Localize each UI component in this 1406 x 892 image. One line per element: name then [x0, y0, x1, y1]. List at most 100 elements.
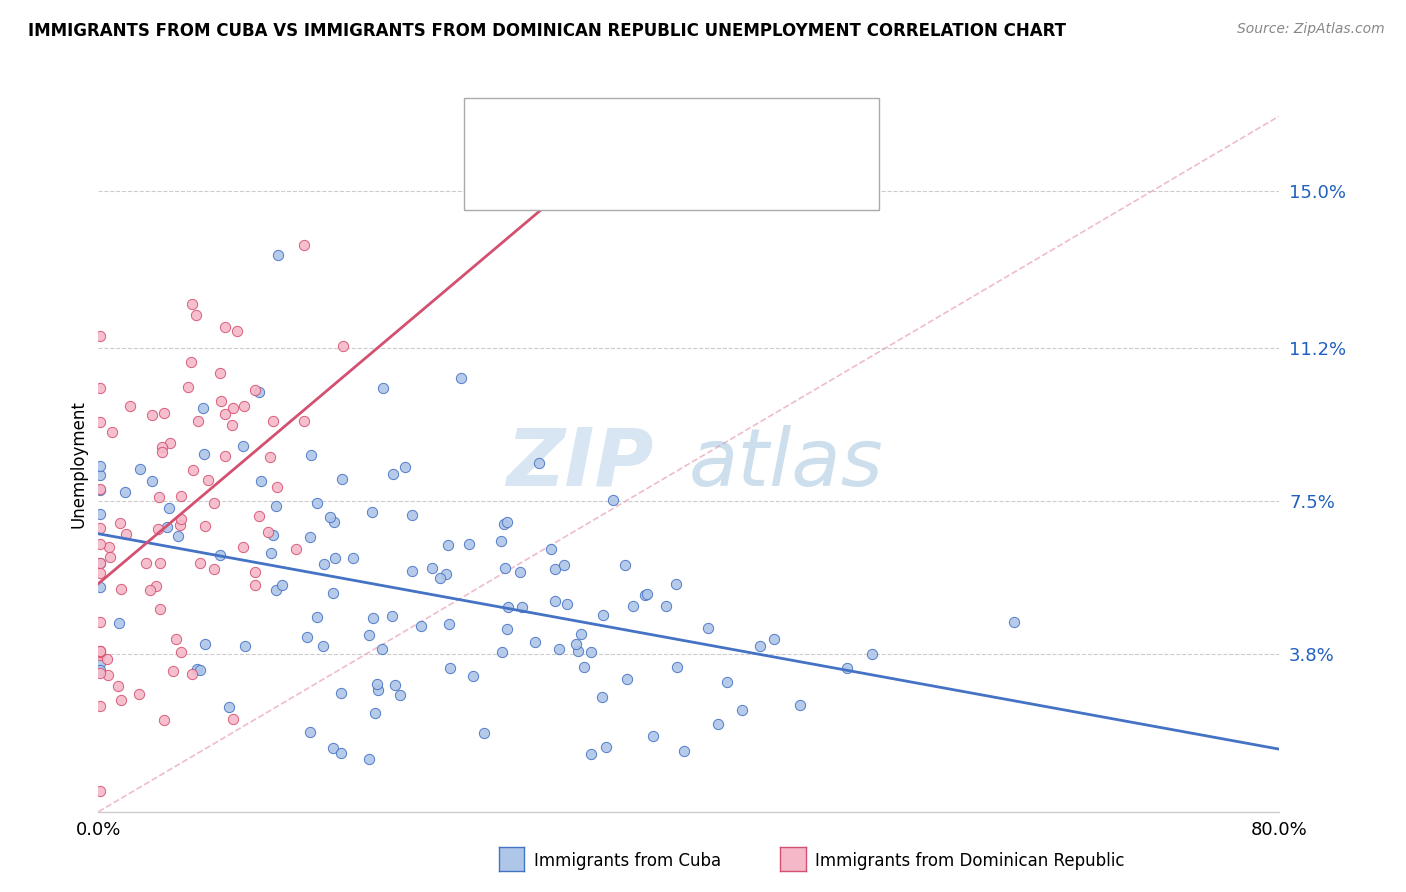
Text: -0.388: -0.388	[574, 122, 638, 140]
Point	[357, 752, 380, 766]
Point	[548, 642, 571, 657]
Point	[209, 393, 232, 408]
Point	[1002, 615, 1025, 629]
Point	[243, 565, 266, 579]
Point	[89, 537, 111, 551]
Point	[257, 524, 280, 539]
Point	[191, 401, 214, 415]
Point	[202, 562, 225, 576]
Point	[101, 425, 124, 440]
Point	[361, 611, 384, 625]
Point	[381, 467, 404, 482]
Point	[259, 450, 281, 464]
Text: 123: 123	[700, 122, 738, 140]
Point	[496, 515, 519, 529]
Point	[89, 556, 111, 570]
Point	[222, 401, 245, 415]
Point	[614, 558, 637, 573]
Point	[128, 687, 150, 701]
Point	[270, 578, 292, 592]
Point	[202, 496, 225, 510]
Point	[463, 669, 485, 683]
Point	[512, 599, 534, 614]
Text: ZIP: ZIP	[506, 425, 654, 503]
Point	[384, 678, 406, 692]
Point	[89, 415, 111, 429]
Point	[232, 540, 254, 554]
Point	[436, 538, 458, 552]
Point	[509, 566, 531, 580]
Point	[553, 558, 575, 573]
Point	[371, 642, 394, 657]
Point	[149, 601, 172, 615]
Point	[108, 516, 131, 530]
Point	[409, 618, 432, 632]
Point	[266, 480, 288, 494]
Point	[491, 645, 513, 659]
Point	[373, 381, 395, 395]
Point	[458, 537, 481, 551]
Point	[170, 489, 193, 503]
Point	[89, 699, 111, 714]
Point	[567, 644, 589, 658]
Point	[498, 599, 520, 614]
Point	[148, 490, 170, 504]
Point	[422, 561, 444, 575]
Point	[312, 639, 335, 653]
Point	[243, 383, 266, 397]
Point	[150, 440, 173, 454]
Point	[634, 588, 657, 602]
Point	[672, 744, 695, 758]
Point	[89, 459, 111, 474]
Point	[152, 405, 174, 419]
Point	[623, 599, 645, 614]
Point	[267, 248, 290, 262]
Point	[262, 528, 284, 542]
Point	[262, 414, 284, 428]
Point	[434, 567, 457, 582]
Point	[232, 400, 254, 414]
Point	[367, 683, 389, 698]
Text: R =: R =	[527, 167, 567, 185]
Point	[214, 449, 236, 463]
Point	[135, 556, 157, 570]
Point	[180, 354, 202, 368]
Point	[184, 308, 207, 322]
Point	[264, 583, 287, 598]
Point	[299, 448, 322, 462]
Point	[89, 644, 111, 658]
Point	[314, 557, 336, 571]
Point	[114, 485, 136, 500]
Text: R =: R =	[527, 122, 567, 140]
Point	[330, 686, 353, 700]
Point	[146, 522, 169, 536]
Point	[789, 698, 811, 713]
Point	[381, 608, 404, 623]
Point	[118, 399, 141, 413]
Y-axis label: Unemployment: Unemployment	[69, 400, 87, 528]
Point	[194, 519, 217, 533]
Point	[170, 644, 193, 658]
Point	[233, 639, 256, 653]
Point	[150, 444, 173, 458]
Point	[149, 556, 172, 570]
Point	[285, 542, 308, 557]
Point	[305, 496, 328, 510]
Point	[180, 297, 202, 311]
Point	[214, 407, 236, 421]
Point	[208, 366, 231, 380]
Point	[89, 521, 111, 535]
Point	[89, 329, 111, 343]
Text: IMMIGRANTS FROM CUBA VS IMMIGRANTS FROM DOMINICAN REPUBLIC UNEMPLOYMENT CORRELAT: IMMIGRANTS FROM CUBA VS IMMIGRANTS FROM …	[28, 22, 1066, 40]
Point	[591, 690, 613, 704]
Point	[592, 608, 614, 623]
Point	[264, 499, 287, 513]
Point	[89, 483, 111, 497]
Point	[655, 599, 678, 614]
Point	[544, 594, 567, 608]
Point	[243, 577, 266, 591]
Point	[186, 662, 208, 676]
Point	[187, 415, 209, 429]
Point	[359, 628, 381, 642]
Point	[524, 635, 547, 649]
